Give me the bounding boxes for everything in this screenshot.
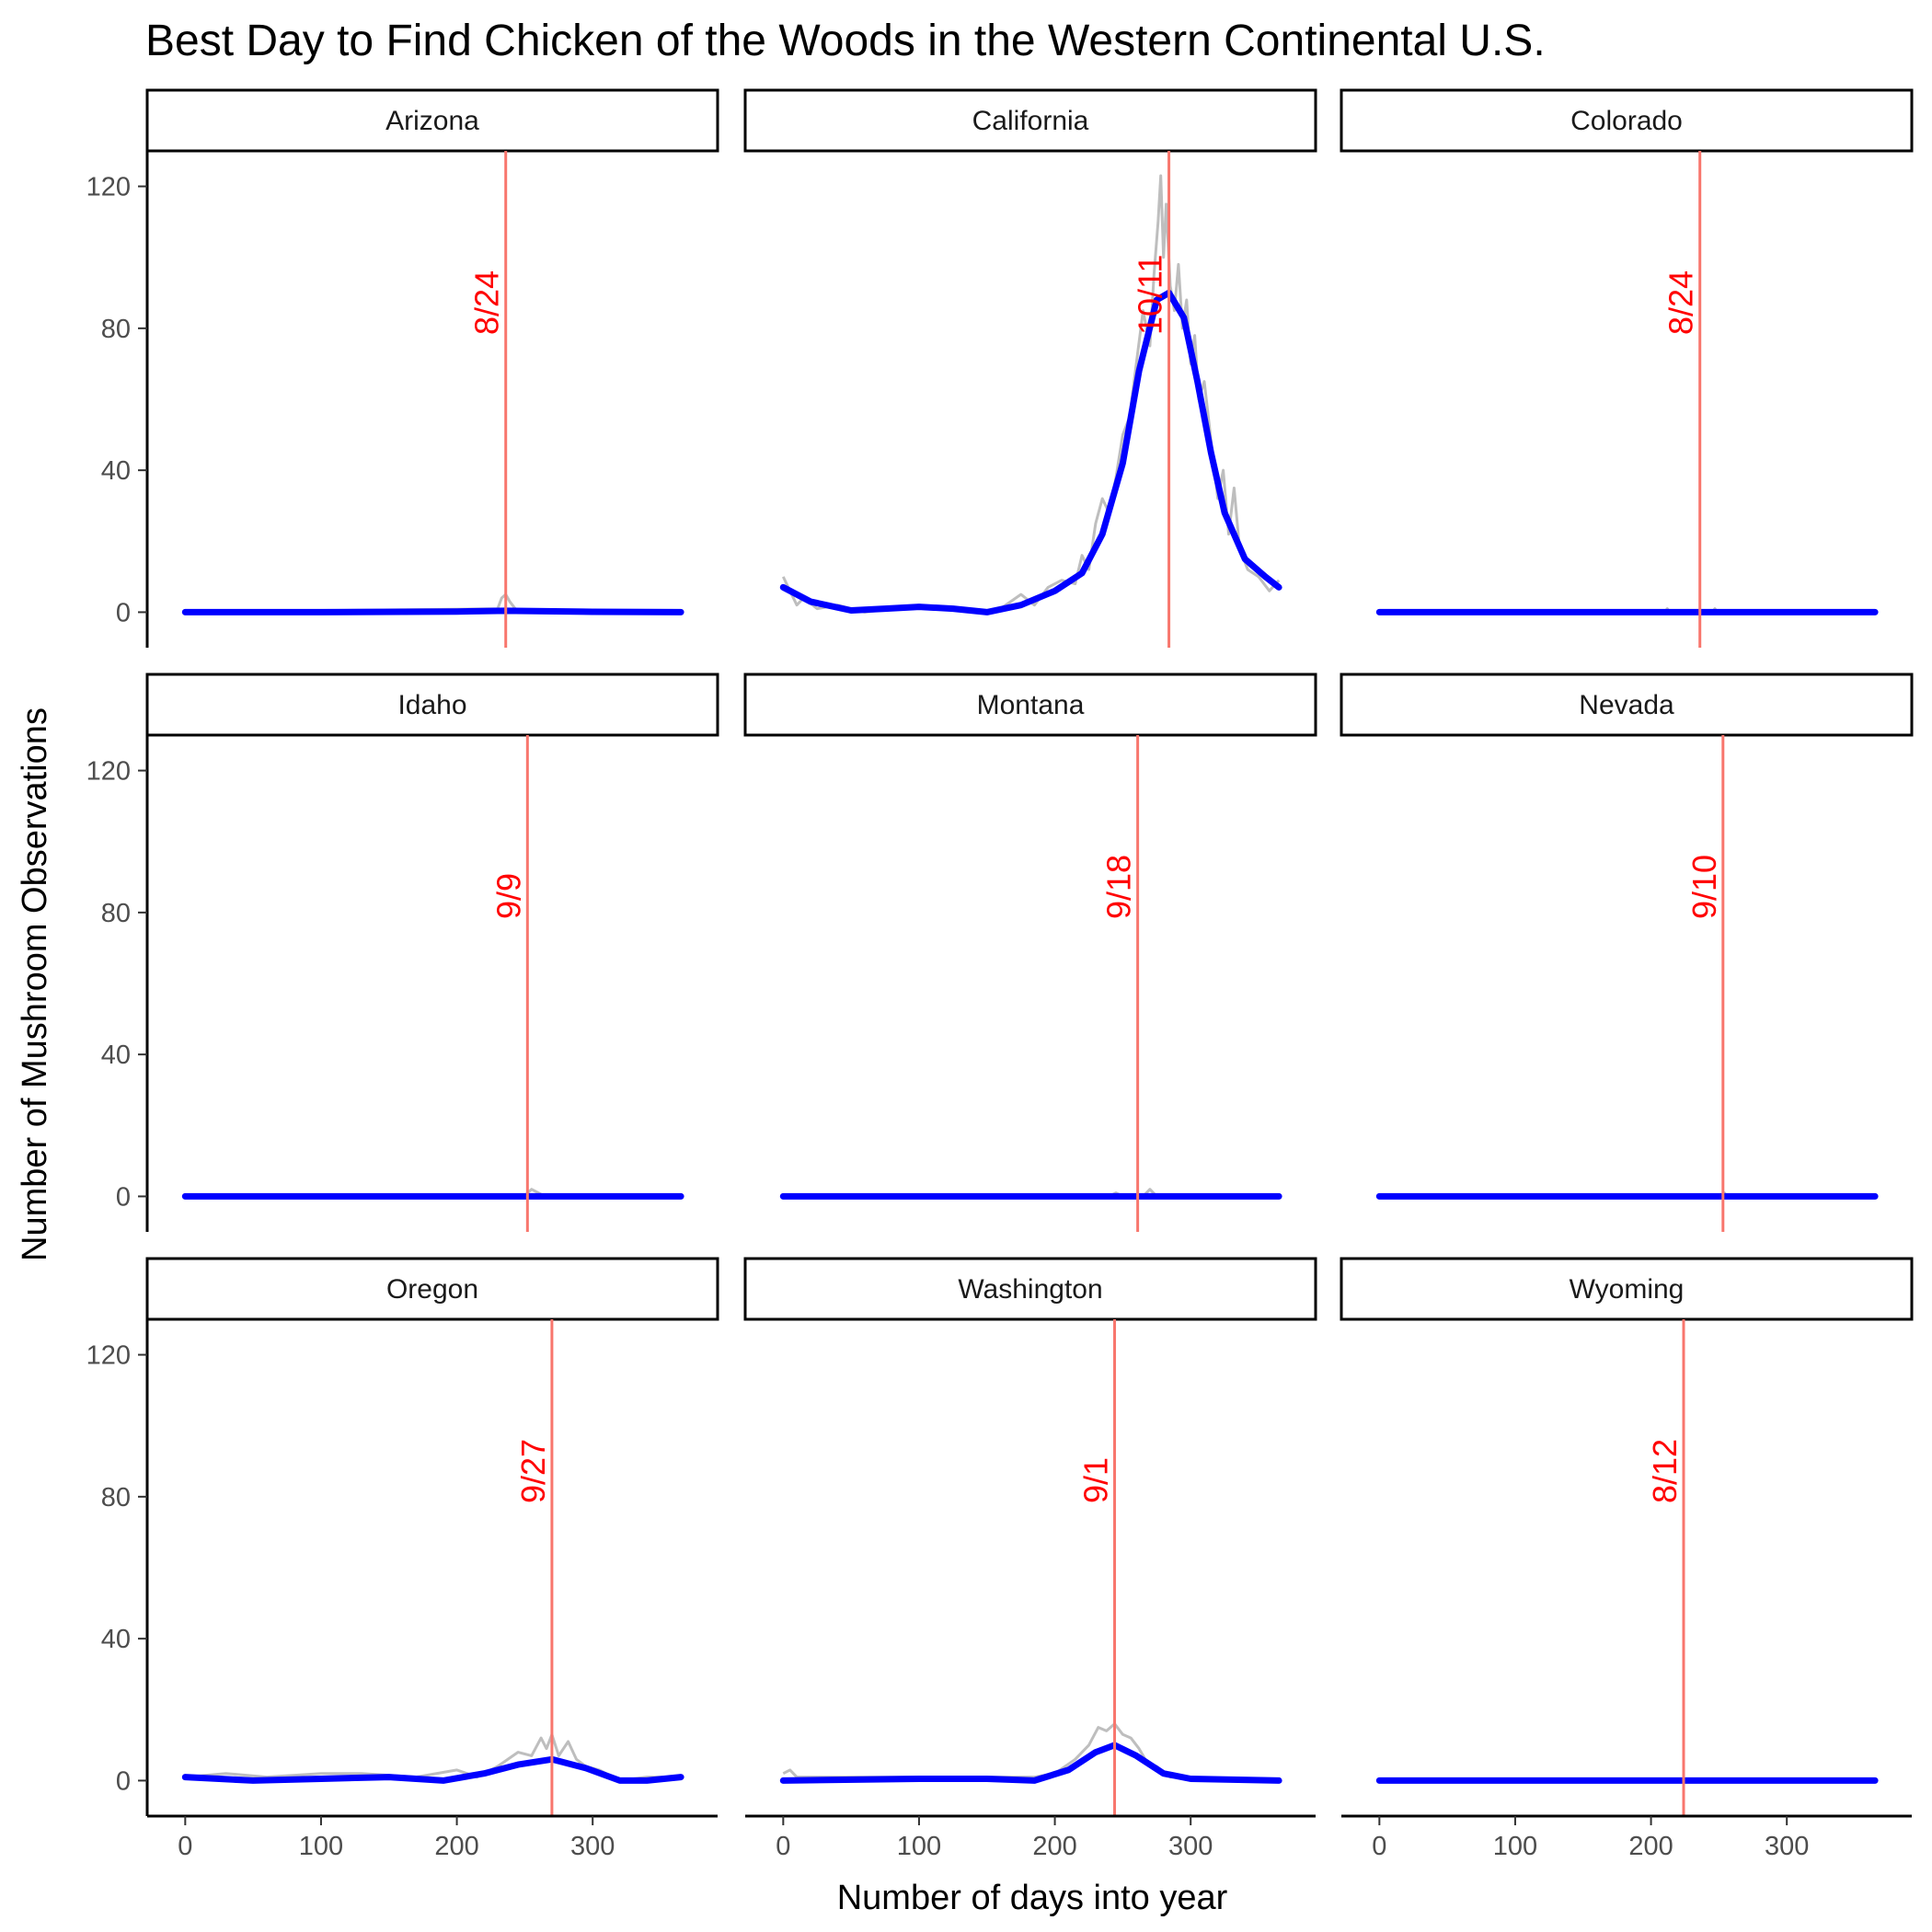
y-tick-label: 80 xyxy=(101,899,131,928)
y-tick-label: 40 xyxy=(101,456,131,486)
strip-wyoming xyxy=(1340,1257,1914,1321)
x-tick-label: 200 xyxy=(1032,1832,1076,1861)
x-tick-label: 300 xyxy=(1168,1832,1213,1861)
peak-label-colorado: 8/24 xyxy=(1662,270,1700,335)
peak-label-montana: 9/18 xyxy=(1100,855,1138,919)
x-tick-label: 200 xyxy=(434,1832,478,1861)
strip-label-arizona: Arizona xyxy=(385,106,479,136)
y-tick-label: 0 xyxy=(116,598,131,627)
facet-panels: Arizona 8/24 0 40 80 120 California 10/11 Colora… xyxy=(86,88,1914,1861)
strip-label-colorado: Colorado xyxy=(1570,106,1683,136)
smooth-line-arizona xyxy=(181,607,684,615)
x-tick-label: 100 xyxy=(299,1832,343,1861)
x-tick-label: 300 xyxy=(570,1832,615,1861)
y-tick-label: 0 xyxy=(116,1182,131,1212)
strip-california xyxy=(743,88,1317,153)
raw-line-washington xyxy=(782,1722,1280,1782)
panel-oregon: Oregon 9/27 0 40 80 120 0 100 200 300 xyxy=(86,1257,719,1861)
y-tick-label: 0 xyxy=(116,1766,131,1796)
panel-wyoming: Wyoming 8/12 0 100 200 300 xyxy=(1340,1257,1914,1861)
smooth-line-oregon xyxy=(181,1755,684,1784)
x-tick-label: 100 xyxy=(897,1832,941,1861)
x-tick-label: 0 xyxy=(1372,1832,1386,1861)
panel-california: California 10/11 xyxy=(743,88,1317,648)
peak-label-wyoming: 8/12 xyxy=(1646,1439,1684,1503)
strip-label-nevada: Nevada xyxy=(1579,690,1674,720)
panel-arizona: Arizona 8/24 0 40 80 120 xyxy=(86,88,719,648)
strip-label-wyoming: Wyoming xyxy=(1570,1274,1685,1305)
strip-nevada xyxy=(1340,673,1914,737)
x-tick-label: 100 xyxy=(1493,1832,1537,1861)
strip-colorado xyxy=(1340,88,1914,153)
y-axis-title: Number of Mushroom Observations xyxy=(16,707,54,1261)
panel-montana: Montana 9/18 xyxy=(743,673,1317,1232)
x-axis-title: Number of days into year xyxy=(837,1879,1228,1917)
strip-label-california: California xyxy=(972,106,1089,136)
peak-label-washington: 9/1 xyxy=(1077,1457,1115,1503)
strip-washington xyxy=(743,1257,1317,1321)
x-tick-label: 200 xyxy=(1628,1832,1673,1861)
panel-nevada: Nevada 9/10 xyxy=(1340,673,1914,1232)
raw-line-california xyxy=(781,174,1281,614)
strip-label-washington: Washington xyxy=(958,1274,1102,1305)
strip-montana xyxy=(743,673,1317,737)
strip-label-idaho: Idaho xyxy=(397,690,466,720)
strip-oregon xyxy=(145,1257,719,1321)
x-tick-label: 300 xyxy=(1765,1832,1809,1861)
peak-label-idaho: 9/9 xyxy=(489,873,527,919)
x-tick-label: 0 xyxy=(178,1832,192,1861)
y-tick-label: 40 xyxy=(101,1625,131,1654)
smooth-line-washington xyxy=(779,1742,1282,1784)
panel-idaho: Idaho 9/9 0 40 80 120 xyxy=(86,673,719,1232)
panel-washington: Washington 9/1 0 100 200 300 xyxy=(743,1257,1317,1861)
y-tick-label: 120 xyxy=(86,1341,131,1371)
strip-label-montana: Montana xyxy=(977,690,1085,720)
smooth-line-california xyxy=(779,289,1282,615)
peak-label-california: 10/11 xyxy=(1132,255,1169,335)
panel-colorado: Colorado 8/24 xyxy=(1340,88,1914,648)
y-tick-label: 120 xyxy=(86,757,131,787)
y-tick-label: 80 xyxy=(101,315,131,344)
y-tick-label: 40 xyxy=(101,1041,131,1070)
y-tick-label: 80 xyxy=(101,1483,131,1512)
x-tick-label: 0 xyxy=(776,1832,790,1861)
peak-label-nevada: 9/10 xyxy=(1685,855,1723,919)
strip-arizona xyxy=(145,88,719,153)
chart-title: Best Day to Find Chicken of the Woods in… xyxy=(145,17,1546,65)
y-tick-label: 120 xyxy=(86,173,131,202)
peak-label-oregon: 9/27 xyxy=(514,1439,552,1503)
strip-label-oregon: Oregon xyxy=(386,1274,478,1305)
peak-label-arizona: 8/24 xyxy=(468,270,506,335)
strip-idaho xyxy=(145,673,719,737)
